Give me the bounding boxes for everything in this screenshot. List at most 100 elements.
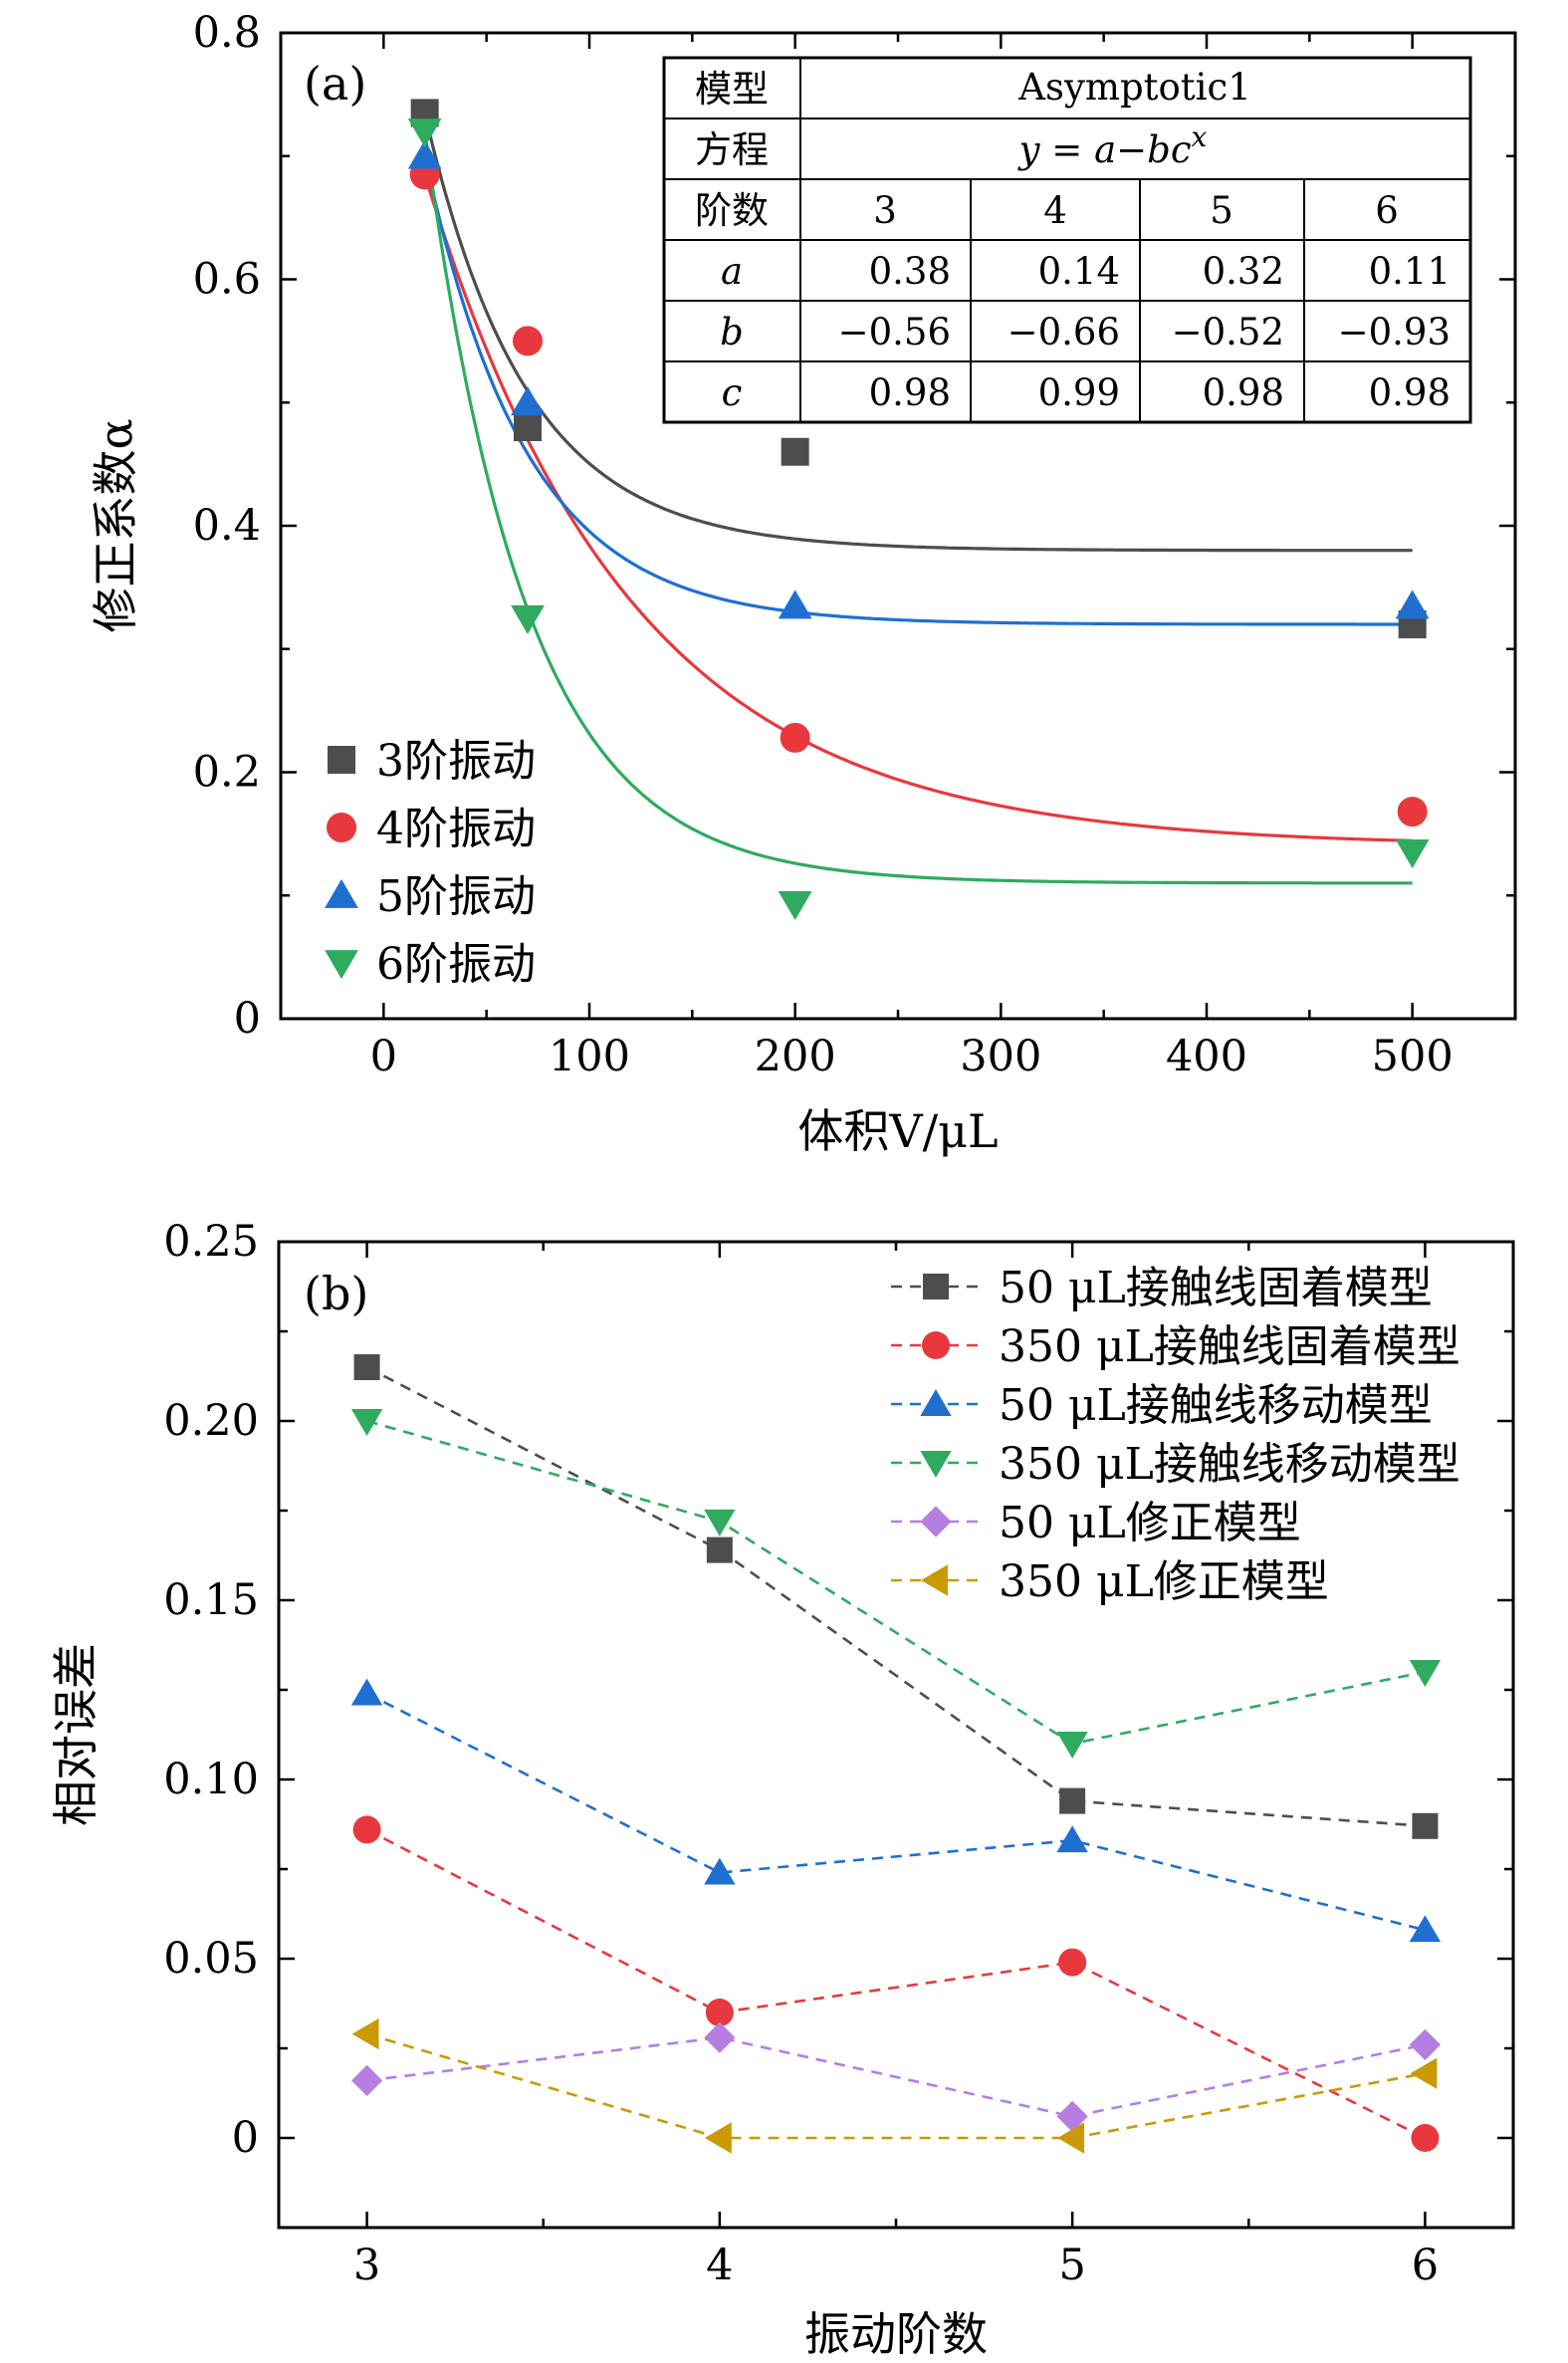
x-tick-label: 0 (370, 1032, 397, 1081)
table-b-3: −0.56 (838, 311, 951, 354)
legend-label: 50 μL接触线固着模型 (999, 1263, 1433, 1313)
legend-label: 50 μL接触线移动模型 (999, 1380, 1433, 1431)
legend-label-4: 4阶振动 (376, 804, 536, 854)
data-point-square (353, 1354, 380, 1380)
fit-curve-circle (423, 173, 1413, 842)
table-c-5: 0.98 (1203, 371, 1284, 414)
panel-b-label: (b) (304, 1267, 368, 1320)
data-point-triangle-down (350, 1409, 383, 1436)
x-tick-label: 5 (1058, 2241, 1085, 2290)
data-point-circle (705, 1999, 734, 2026)
y-tick-label: 0.6 (193, 255, 261, 305)
data-point-diamond (704, 2021, 736, 2053)
legend-marker-triangle-up (920, 1389, 952, 1416)
panel-a-y-axis-title: 修正系数α (89, 418, 142, 632)
panel-b-legend-entry: 50 μL修正模型 (891, 1498, 1301, 1548)
table-a-3: 0.38 (869, 250, 951, 293)
legend-marker-circle (327, 813, 356, 842)
y-tick-label: 0.8 (193, 8, 261, 58)
panel-b-legend-entry: 50 μL接触线固着模型 (891, 1263, 1433, 1313)
legend-marker (327, 813, 356, 842)
data-point-triangle-up (704, 1857, 736, 1885)
series-line-diamond (366, 2035, 1426, 2118)
series-line-square (366, 1365, 1426, 1828)
y-tick-label: 0 (232, 2113, 259, 2163)
panel-b-x-axis-title: 振动阶数 (804, 2307, 988, 2361)
data-point-triangle-up (1056, 1825, 1088, 1853)
table-equation-exponent: x (1192, 120, 1208, 153)
data-point-diamond (350, 2064, 383, 2096)
table-row-label-order: 阶数 (695, 189, 769, 232)
fit-curve-triangle-down (423, 130, 1413, 885)
fit-curve-square (423, 113, 1413, 553)
table-row-label-a: a (721, 250, 743, 293)
table-model-name: Asymptotic1 (1017, 66, 1251, 109)
data-point-triangle-down (1056, 1732, 1088, 1759)
y-tick-label: 0.20 (163, 1396, 259, 1446)
data-point-circle (513, 326, 543, 356)
panel-b-y-axis-title: 相对误差 (49, 1643, 103, 1826)
table-equation: y = a−bcx (1017, 120, 1208, 171)
legend-label-5: 5阶振动 (376, 871, 536, 922)
table-b-4: −0.66 (1008, 311, 1120, 354)
data-point-square (1412, 1812, 1439, 1839)
panel-a-legend-entry-5: 5阶振动 (325, 871, 536, 922)
fit-parameter-table: 模型 方程 阶数 a b c Asymptotic1 y = a−bcx 3 4… (662, 56, 1472, 424)
x-tick-label: 300 (960, 1032, 1041, 1081)
legend-marker-triangle-up (325, 878, 358, 908)
panel-a-ticks: 0 100 200 300 400 500 0 0.2 0.4 0.6 0.8 (193, 8, 1517, 1081)
x-tick-label: 100 (549, 1032, 630, 1081)
table-b-6: −0.93 (1338, 311, 1451, 354)
table-c-6: 0.98 (1369, 371, 1451, 414)
table-row-label-b: b (720, 311, 744, 354)
panel-a-legend-entry-3: 3阶振动 (328, 736, 536, 787)
data-point-triangle-up (778, 590, 812, 619)
table-row-label-model: 模型 (695, 68, 769, 111)
data-point-circle (780, 722, 810, 753)
data-point-diamond (1056, 2100, 1088, 2132)
table-row-label-c: c (722, 371, 743, 414)
legend-label: 350 μL接触线固着模型 (999, 1321, 1460, 1372)
data-point-square (706, 1536, 733, 1563)
legend-label: 50 μL修正模型 (999, 1498, 1301, 1548)
table-a-5: 0.32 (1203, 250, 1284, 293)
legend-marker-triangle-left (921, 1564, 948, 1596)
x-tick-label: 200 (755, 1032, 836, 1081)
table-c-4: 0.99 (1038, 371, 1120, 414)
table-order-5: 5 (1210, 189, 1233, 232)
data-point-circle (352, 1815, 381, 1844)
series-line-triangle-down (366, 1419, 1426, 1746)
table-c-3: 0.98 (869, 371, 951, 414)
x-tick-label: 400 (1166, 1032, 1247, 1081)
table-equation-main: y = a−bc (1017, 128, 1192, 171)
legend-marker (325, 950, 358, 980)
y-tick-label: 0.4 (193, 501, 261, 551)
legend-marker-square (328, 746, 355, 774)
data-point-diamond (1409, 2028, 1442, 2060)
table-order-3: 3 (873, 189, 897, 232)
data-point-triangle-up (350, 1678, 383, 1706)
series-line-triangle-left (366, 2032, 1426, 2140)
panel-a-legend: 3阶振动 4阶振动 5阶振动 6阶振动 (325, 736, 536, 990)
legend-marker-square (923, 1274, 949, 1300)
panel-a-label: (a) (304, 57, 366, 111)
data-point-triangle-left (704, 2122, 732, 2154)
y-tick-label: 0.05 (163, 1934, 259, 1984)
panel-a-chart: 0 100 200 300 400 500 0 0.2 0.4 0.6 0.8 (a) 体积V/μL… (89, 8, 1517, 1158)
legend-marker (328, 746, 355, 774)
y-tick-label: 0.2 (193, 748, 261, 798)
y-tick-label: 0.15 (163, 1575, 259, 1625)
panel-a-fit-curves (423, 113, 1413, 885)
panel-b-legend-entry: 350 μL修正模型 (891, 1556, 1329, 1607)
legend-marker-diamond (920, 1506, 952, 1537)
table-order-6: 6 (1375, 189, 1399, 232)
panel-a-x-axis-title: 体积V/μL (797, 1104, 998, 1158)
data-point-triangle-up (1395, 590, 1430, 619)
y-tick-label: 0 (234, 994, 261, 1044)
panel-b-legend-entry: 50 μL接触线移动模型 (891, 1380, 1433, 1431)
data-point-triangle-up (511, 386, 545, 416)
panel-b-legend-entry: 350 μL接触线移动模型 (891, 1439, 1460, 1490)
panel-b-chart: 3 4 5 600.050.100.150.200.25 (b) 振动阶数 相对误差 … (49, 1217, 1515, 2361)
legend-label-6: 6阶振动 (376, 939, 536, 990)
